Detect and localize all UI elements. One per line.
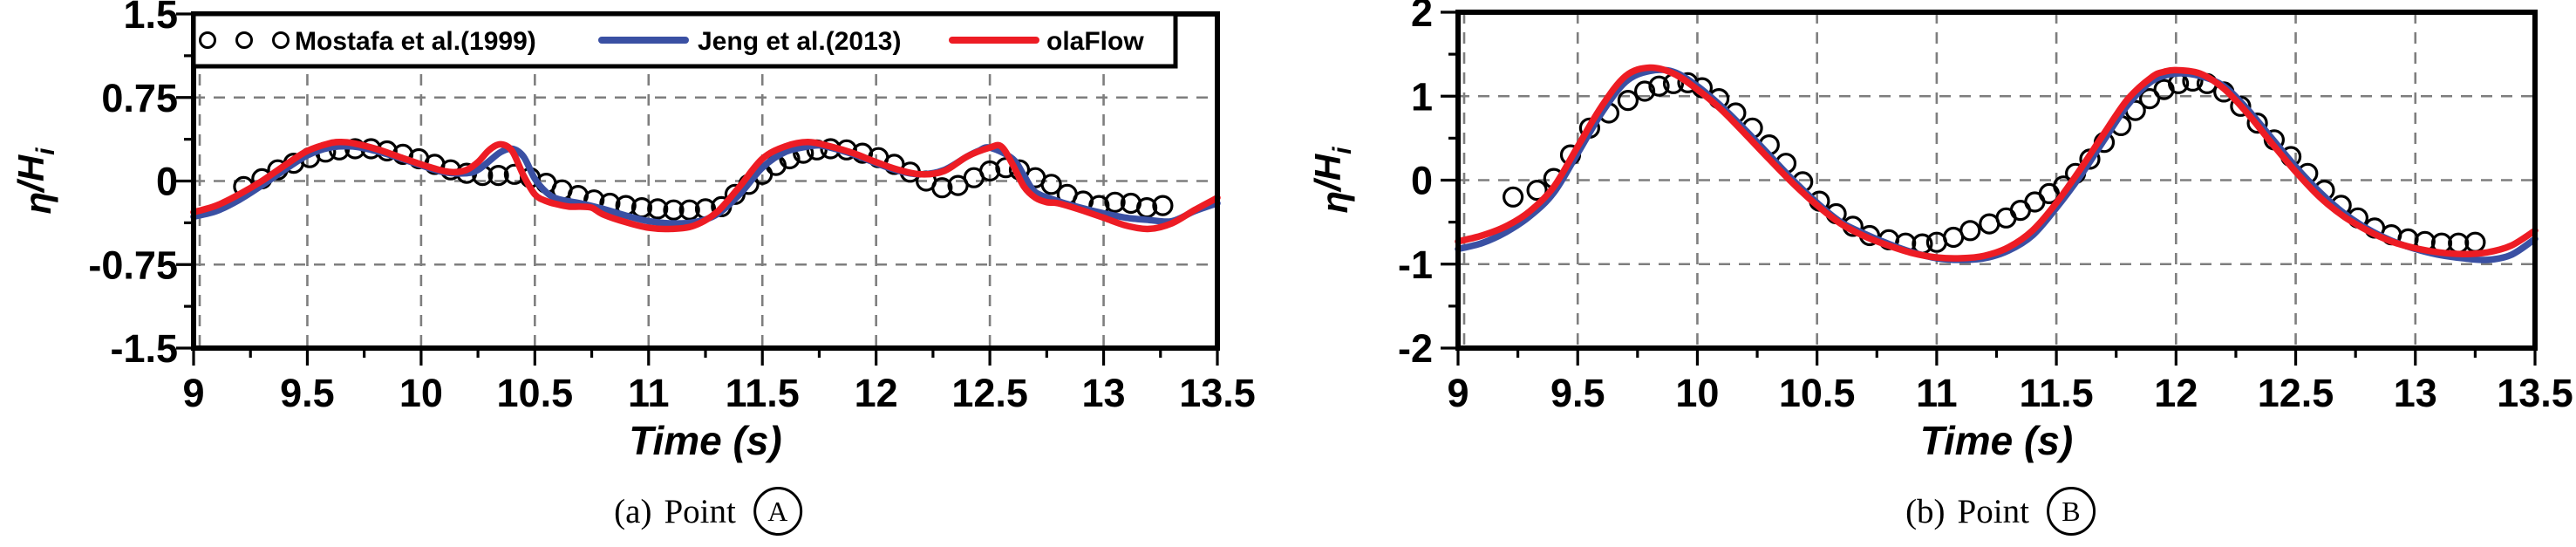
legend-label-jeng: Jeng et al.(2013) [698, 27, 901, 56]
axis-ticks-a [176, 12, 1219, 366]
svg-text:12.5: 12.5 [2258, 371, 2334, 415]
series-line-olaflow [1455, 64, 2539, 262]
svg-text:9.5: 9.5 [1550, 371, 1605, 415]
gridlines-b [1458, 12, 2535, 348]
caption-a-letter: A [767, 496, 788, 527]
svg-text:13.5: 13.5 [1179, 371, 1256, 415]
x-axis-title-b: Time (s) [1920, 418, 2074, 463]
caption-b-word: Point [1957, 492, 2029, 530]
caption-a-index: (a) [614, 492, 652, 530]
caption-panel-b: (b) Point B [1905, 487, 2096, 536]
svg-text:1: 1 [1411, 74, 1433, 119]
svg-text:10.5: 10.5 [1779, 371, 1856, 415]
svg-text:11: 11 [1916, 371, 1958, 415]
caption-panel-a: (a) Point A [614, 487, 802, 536]
series-points-mostafa-et-al------- [1503, 70, 2486, 255]
x-tick-labels-a: 9 9.5 10 10.5 11 11.5 12 12.5 13 13.5 [182, 371, 1255, 415]
svg-text:1.5: 1.5 [123, 0, 178, 37]
caption-b-circled-letter: B [2046, 487, 2096, 536]
svg-text:10.5: 10.5 [497, 371, 574, 415]
y-tick-labels-a: 1.5 0.75 0 -0.75 -1.5 [88, 0, 178, 371]
x-axis-title-a: Time (s) [629, 418, 782, 463]
legend-label-olaflow: olaFlow [1046, 27, 1144, 56]
svg-text:11.5: 11.5 [726, 371, 800, 415]
series-line-jeng-et-al------- [190, 141, 1221, 227]
svg-text:12.5: 12.5 [951, 371, 1028, 415]
svg-text:9: 9 [182, 371, 204, 415]
svg-text:12: 12 [2154, 371, 2198, 415]
series-line-olaflow [190, 139, 1221, 233]
svg-text:11.5: 11.5 [2020, 371, 2094, 415]
svg-text:13: 13 [2394, 371, 2437, 415]
svg-text:0.75: 0.75 [101, 76, 178, 120]
caption-b-index: (b) [1905, 492, 1946, 530]
caption-b-letter: B [2061, 496, 2081, 527]
y-axis-title-b: η/Hi [1307, 147, 1357, 214]
svg-text:12: 12 [855, 371, 898, 415]
svg-text:11: 11 [628, 371, 670, 415]
y-axis-title-a: η/Hi [10, 147, 60, 215]
x-tick-labels-b: 9 9.5 10 10.5 11 11.5 12 12.5 13 13.5 [1447, 371, 2573, 415]
legend-box: Mostafa et al.(1999) Jeng et al.(2013) ola… [191, 11, 1178, 69]
svg-text:2: 2 [1411, 0, 1433, 35]
svg-text:13: 13 [1082, 371, 1126, 415]
y-tick-labels-b: 2 1 0 -1 -2 [1398, 0, 1433, 371]
svg-text:-1.5: -1.5 [110, 326, 178, 371]
caption-a-circled-letter: A [753, 487, 802, 536]
svg-text:9: 9 [1447, 371, 1469, 415]
svg-text:13.5: 13.5 [2497, 371, 2573, 415]
svg-text:-1: -1 [1398, 243, 1433, 287]
svg-text:9.5: 9.5 [280, 371, 335, 415]
svg-text:-0.75: -0.75 [88, 243, 178, 287]
svg-text:0: 0 [1411, 159, 1433, 203]
svg-text:10: 10 [399, 371, 443, 415]
svg-text:-2: -2 [1398, 326, 1433, 371]
chart-panel-a: 9 9.5 10 10.5 11 11.5 12 12.5 13 13.5 1.5 0.75 0 -0.7… [10, 0, 1256, 463]
chart-panel-b: 9 9.5 10 10.5 11 11.5 12 12.5 13 13.5210-1-2Time … [1307, 0, 2573, 463]
svg-text:10: 10 [1675, 371, 1719, 415]
legend-label-mostafa: Mostafa et al.(1999) [295, 27, 536, 56]
svg-text:0: 0 [156, 160, 178, 204]
caption-a-word: Point [664, 492, 736, 530]
axis-ticks-b [1441, 10, 2537, 366]
